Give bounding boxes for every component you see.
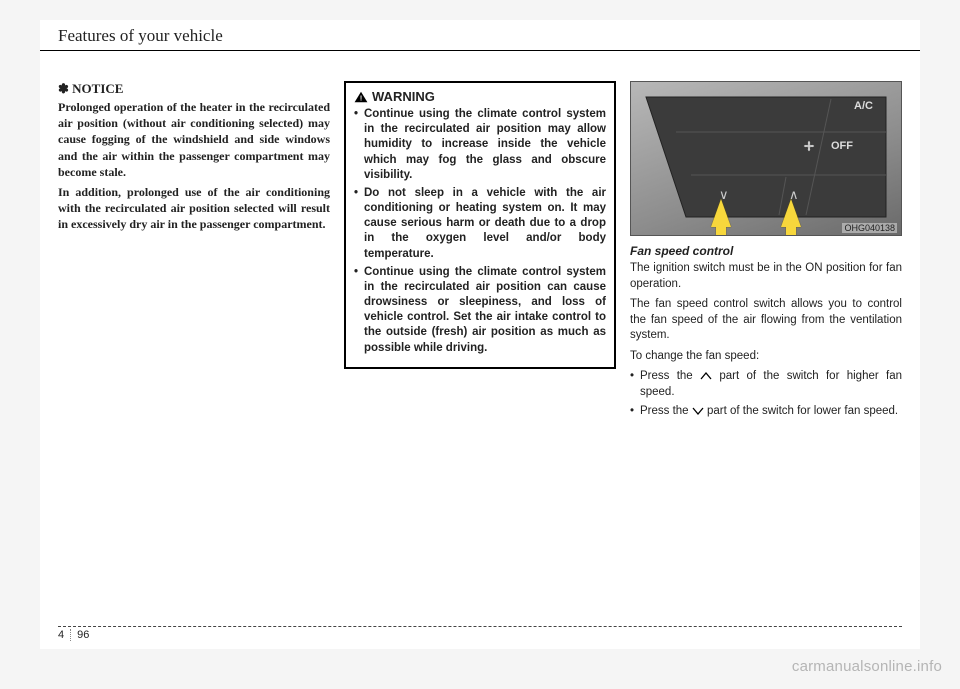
notice-heading-text: NOTICE xyxy=(72,81,123,96)
warning-title-text: WARNING xyxy=(372,89,435,104)
warning-box: ! WARNING Continue using the climate con… xyxy=(344,81,616,369)
fan-p3: To change the fan speed: xyxy=(630,349,902,365)
notice-heading: ✽ NOTICE xyxy=(58,81,330,97)
manual-page: Features of your vehicle ✽ NOTICE Prolon… xyxy=(40,20,920,649)
warning-item: Continue using the climate control syste… xyxy=(354,107,606,183)
content-columns: ✽ NOTICE Prolonged operation of the heat… xyxy=(40,51,920,434)
section-title: Features of your vehicle xyxy=(58,26,223,45)
figure-fan-control: A/C OFF ∨ ∧ OHG040138 xyxy=(630,81,902,236)
chevron-down-icon xyxy=(692,407,704,415)
fan-speed-body: The ignition switch must be in the ON po… xyxy=(630,261,902,420)
col-notice: ✽ NOTICE Prolonged operation of the heat… xyxy=(58,81,330,424)
ac-label: A/C xyxy=(854,100,873,112)
chevron-up-icon xyxy=(700,372,712,380)
fan-icon xyxy=(802,139,816,153)
svg-text:!: ! xyxy=(360,95,362,102)
figure-code: OHG040138 xyxy=(842,223,897,233)
fan-steps-list: Press the part of the switch for higher … xyxy=(630,369,902,420)
watermark: carmanualsonline.info xyxy=(792,658,942,675)
footer-separator xyxy=(70,629,71,641)
notice-body: Prolonged operation of the heater in the… xyxy=(58,99,330,233)
fan-step-text: Press the xyxy=(640,405,692,417)
fan-step-higher: Press the part of the switch for higher … xyxy=(630,369,902,400)
fan-p2: The fan speed control switch allows you … xyxy=(630,297,902,344)
page-number: 96 xyxy=(77,629,89,641)
notice-star-icon: ✽ xyxy=(58,81,69,96)
fan-step-text: Press the xyxy=(640,370,700,382)
notice-para-1: Prolonged operation of the heater in the… xyxy=(58,99,330,180)
warning-item: Continue using the climate control syste… xyxy=(354,265,606,356)
fan-step-text: part of the switch for lower fan speed. xyxy=(704,405,898,417)
page-header: Features of your vehicle xyxy=(40,20,920,51)
warning-title: ! WARNING xyxy=(354,89,606,104)
off-label: OFF xyxy=(831,140,853,152)
warning-triangle-icon: ! xyxy=(354,91,368,103)
chapter-number: 4 xyxy=(58,629,64,641)
notice-para-2: In addition, prolonged use of the air co… xyxy=(58,184,330,233)
callout-arrow-icon xyxy=(781,199,801,227)
col-warning: ! WARNING Continue using the climate con… xyxy=(344,81,616,424)
page-footer: 4 96 xyxy=(58,626,902,641)
warning-list: Continue using the climate control syste… xyxy=(354,107,606,356)
col-fanspeed: A/C OFF ∨ ∧ OHG040138 Fan speed control … xyxy=(630,81,902,424)
fan-p1: The ignition switch must be in the ON po… xyxy=(630,261,902,292)
fan-speed-heading: Fan speed control xyxy=(630,244,902,258)
fan-step-lower: Press the part of the switch for lower f… xyxy=(630,404,902,420)
callout-arrow-icon xyxy=(711,199,731,227)
warning-item: Do not sleep in a vehicle with the air c… xyxy=(354,186,606,262)
